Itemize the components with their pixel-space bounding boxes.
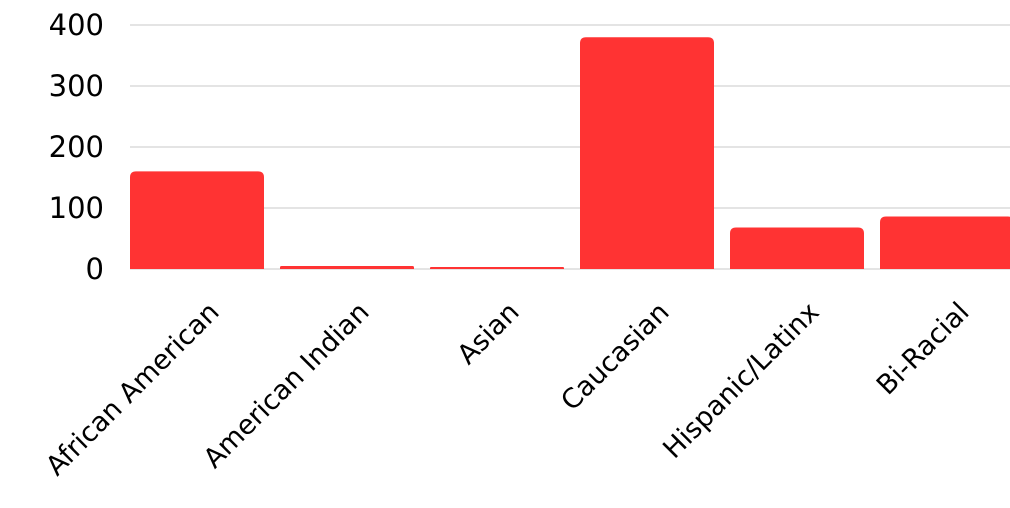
y-tick-label: 0 <box>86 252 104 286</box>
x-category-label: American Indian <box>198 297 376 475</box>
x-category-label: Caucasian <box>555 297 675 417</box>
x-category-label: African American <box>40 297 225 482</box>
y-tick-label: 100 <box>49 191 104 225</box>
bar-bi-racial <box>880 216 1010 269</box>
bar-caucasian <box>580 37 714 270</box>
y-tick-label: 400 <box>49 8 104 42</box>
bar-asian <box>430 267 564 269</box>
y-tick-label: 300 <box>49 69 104 103</box>
x-category-label: Hispanic/Latinx <box>657 297 825 465</box>
bar-hispanic-latinx <box>730 227 864 269</box>
x-category-label: Bi-Racial <box>871 297 976 402</box>
y-axis-ticks: 0 100 200 300 400 <box>49 8 104 286</box>
bars <box>130 37 1010 270</box>
bar-american-indian <box>280 265 414 269</box>
y-tick-label: 200 <box>49 130 104 164</box>
bar-african-american <box>130 171 264 269</box>
x-category-label: Asian <box>451 297 525 371</box>
